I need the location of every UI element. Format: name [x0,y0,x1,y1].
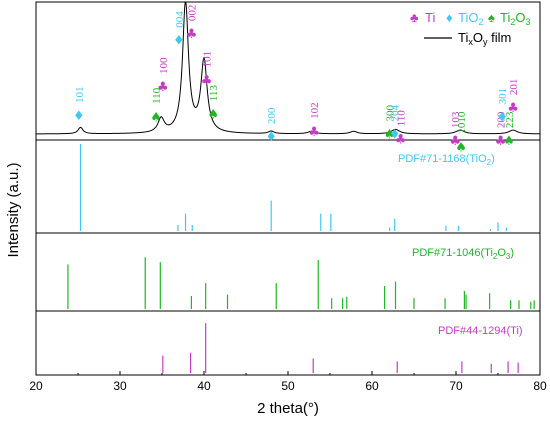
legend-ti-symbol: ♣ [410,10,419,25]
annotation-label-5: 101 [202,51,214,67]
y-axis-label: Intensity (a.u.) [5,162,22,257]
ref-label-tio2-end: ) [491,153,495,165]
annotation-symbol-0: ♦ [73,109,85,124]
annotation-symbol-12: ♣ [449,134,461,149]
x-tick-label-5: 70 [449,379,463,393]
annotation-symbol-6: ♠ [207,108,219,123]
annotation-label-13: 1010 [456,111,468,134]
annotation-label-10: 204 [390,104,402,121]
legend-ti2o3-base: Ti [500,10,510,25]
annotation-label-16: 223 [504,111,516,128]
ref-label-ti2o3-mid: O [497,247,506,259]
legend-tio2-label: TiO2 [458,10,483,27]
ref-label-tio2-sub: 2 [487,158,492,167]
annotation-label-0: 101 [74,86,86,103]
annotation-label-8: 102 [309,102,321,119]
legend-ti2o3-symbol: ♠ [488,10,495,25]
annotation-symbol-13: ♠ [455,141,467,156]
ref-label-ti: PDF#44-1294(Ti) [438,325,523,337]
x-tick-label-3: 50 [281,379,295,393]
annotation-symbol-2: ♣ [157,80,169,95]
peak-annotations: ♦101♠110♣100♦004♣002♣101♠113♦200♣102♠300… [73,5,520,156]
reference-patterns [67,144,535,373]
panel-frames [35,1,541,376]
annotation-symbol-10: ♦ [389,127,401,142]
annotation-label-4: 002 [186,5,198,22]
annotation-symbol-5: ♣ [201,73,213,88]
annotation-symbol-15: ♦ [496,110,508,125]
annotation-symbol-1: ♠ [150,110,162,125]
legend-film-c: film [487,30,511,45]
legend-film-b: O [473,30,483,45]
legend-ti2o3-sub1: 2 [510,17,515,27]
x-tick-label-1: 30 [113,379,127,393]
ref-label-ti2o3-a: PDF#71-1046(Ti [412,247,493,259]
x-tick-label-4: 60 [365,379,379,393]
annotation-label-6: 113 [208,85,220,102]
annotation-symbol-17: ♣ [507,101,519,116]
annotation-symbol-3: ♦ [173,34,185,49]
legend-film-a: Ti [458,30,468,45]
annotation-symbol-8: ♣ [308,125,320,140]
ref-label-ti2o3-end: ) [510,247,514,259]
annotation-symbol-14: ♣ [495,134,507,149]
legend-tio2-base: TiO [458,10,478,25]
annotation-label-12: 103 [450,111,462,128]
x-tick-label-6: 80 [533,379,547,393]
ref-label-ti2o3-sub: 2 [493,252,498,261]
annotation-symbol-9: ♠ [384,127,396,142]
legend-film-label: TixOy film [458,30,511,47]
annotation-label-11: 110 [396,110,408,127]
annotation-symbol-4: ♣ [186,27,198,42]
x-axis-label: 2 theta(°) [257,400,319,417]
legend-ti2o3-label: Ti2O3 [500,10,531,27]
x-axis: 20 30 40 50 60 70 80 [29,371,547,393]
ref-label-tio2-a: PDF#71-1168(TiO [398,153,487,165]
ref-label-ti2o3: PDF#71-1046(Ti2O3) [412,247,514,261]
annotation-label-15: 301 [497,88,509,105]
ref-label-tio2: PDF#71-1168(TiO2) [398,153,495,167]
annotation-symbol-16: ♠ [503,134,515,149]
legend-ti2o3-mid: O [515,10,525,25]
film-pattern-line [36,2,540,135]
annotation-symbol-7: ♦ [265,130,277,145]
annotation-label-2: 100 [158,57,170,74]
annotation-label-9: 300 [385,104,397,121]
annotation-symbol-11: ♣ [395,133,407,148]
legend-film-y: y [483,37,488,47]
annotation-label-17: 201 [508,79,520,96]
x-tick-label-0: 20 [29,379,43,393]
legend-tio2-symbol: ♦ [446,10,453,25]
annotation-label-1: 110 [151,87,163,104]
film-pattern [36,2,540,135]
legend-tio2-sub: 2 [478,17,483,27]
x-tick-label-2: 40 [197,379,211,393]
ref-label-ti2o3-sub2: 3 [506,252,511,261]
annotation-label-14: 200 [496,111,508,128]
legend-film-x: x [468,37,473,47]
panel-frame-3 [35,310,541,376]
legend-ti-label: Ti [425,10,435,25]
annotation-label-7: 200 [266,107,278,124]
legend-ti2o3-sub2: 3 [526,17,531,27]
annotation-label-3: 004 [174,11,186,28]
legend: ♣ Ti ♦ TiO2 ♠ Ti2O3 TixOy film [410,10,531,47]
